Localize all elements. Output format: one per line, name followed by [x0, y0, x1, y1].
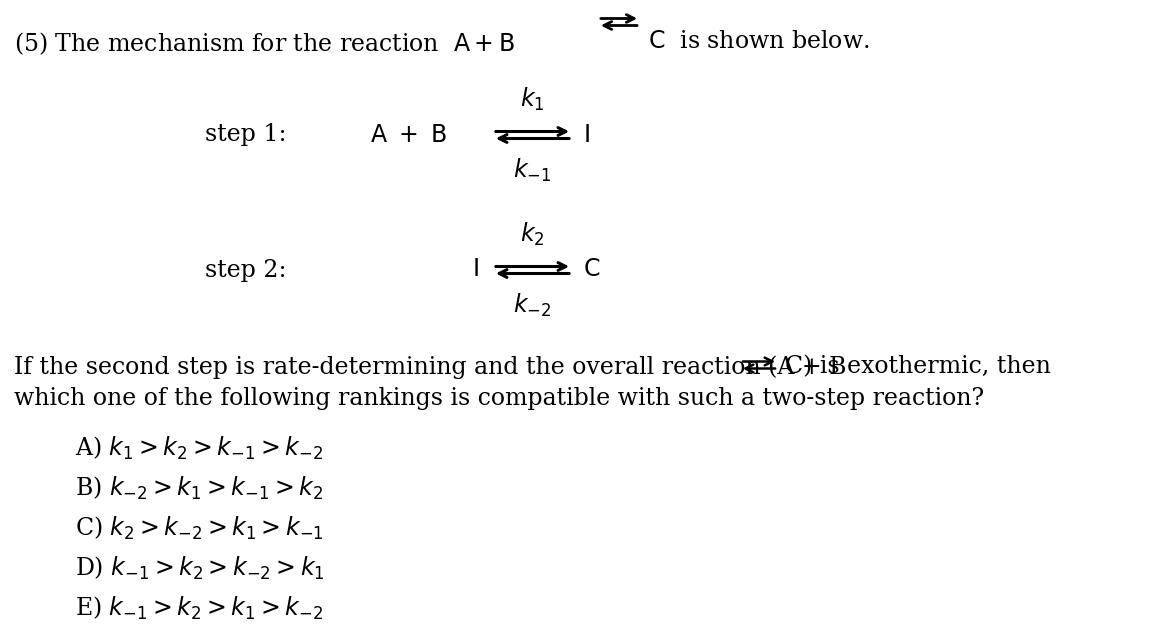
Text: $\mathrm{I}$: $\mathrm{I}$	[472, 258, 479, 282]
Text: C) is exothermic, then: C) is exothermic, then	[785, 355, 1051, 378]
Text: D) $k_{-1} > k_2 > k_{-2} > k_1$: D) $k_{-1} > k_2 > k_{-2} > k_1$	[75, 555, 325, 582]
Text: which one of the following rankings is compatible with such a two-step reaction?: which one of the following rankings is c…	[14, 387, 984, 410]
Text: step 1:: step 1:	[204, 123, 286, 146]
Text: $\mathrm{A\ +\ B}$: $\mathrm{A\ +\ B}$	[370, 123, 447, 146]
Text: $\mathrm{I}$: $\mathrm{I}$	[583, 123, 590, 146]
Text: $k_1$: $k_1$	[520, 86, 544, 113]
Text: step 2:: step 2:	[204, 258, 286, 282]
Text: A) $k_1 > k_2 > k_{-1} > k_{-2}$: A) $k_1 > k_2 > k_{-1} > k_{-2}$	[75, 435, 323, 462]
Text: $k_{-1}$: $k_{-1}$	[513, 157, 551, 184]
Text: (5) The mechanism for the reaction  $\mathrm{A + B}$: (5) The mechanism for the reaction $\mat…	[14, 30, 515, 57]
Text: $k_{-2}$: $k_{-2}$	[513, 292, 551, 319]
Text: If the second step is rate-determining and the overall reaction (A + B: If the second step is rate-determining a…	[14, 355, 847, 378]
Text: B) $k_{-2} > k_1 > k_{-1} > k_2$: B) $k_{-2} > k_1 > k_{-1} > k_2$	[75, 475, 323, 502]
Text: $\mathrm{C}$  is shown below.: $\mathrm{C}$ is shown below.	[648, 30, 870, 53]
Text: $k_2$: $k_2$	[520, 221, 544, 248]
Text: $\mathrm{C}$: $\mathrm{C}$	[583, 258, 601, 282]
Text: E) $k_{-1} > k_2 > k_1 > k_{-2}$: E) $k_{-1} > k_2 > k_1 > k_{-2}$	[75, 595, 323, 622]
Text: C) $k_2 > k_{-2} > k_1 > k_{-1}$: C) $k_2 > k_{-2} > k_1 > k_{-1}$	[75, 515, 323, 543]
